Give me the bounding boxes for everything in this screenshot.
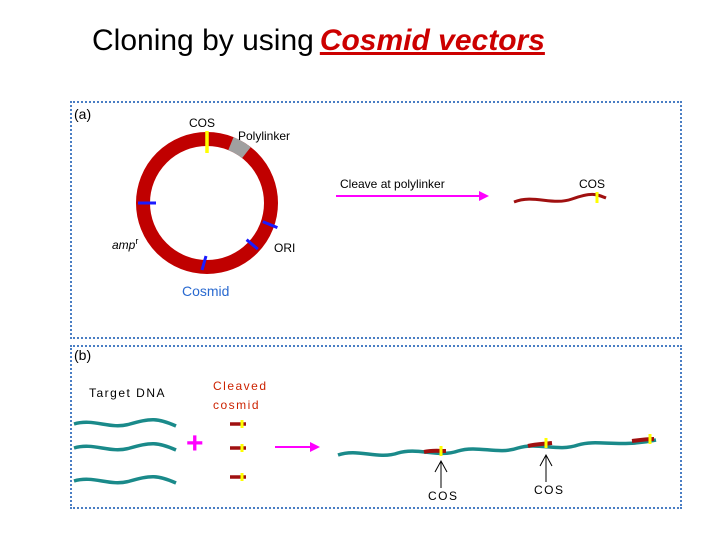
cleave-arrow-label: Cleave at polylinker — [340, 177, 445, 191]
panel-b-frame — [70, 345, 682, 509]
ori-label: ORI — [274, 241, 296, 255]
cosmid-ring — [136, 132, 278, 274]
slide-title: Cloning by using Cosmid vectors — [92, 24, 545, 58]
panel-b-label: (b) — [74, 347, 92, 363]
marker-right-lower — [245, 238, 259, 251]
linear-cosmid — [513, 192, 607, 204]
cos-label-concatemer-2: COS — [534, 483, 565, 497]
marker-right-upper — [262, 220, 278, 229]
concatemer — [337, 434, 657, 458]
cos-label-concatemer-1: COS — [428, 489, 459, 503]
linear-cosmid-strand — [513, 192, 607, 204]
amp-label: ampr — [112, 236, 138, 252]
linear-cos-label: COS — [579, 177, 606, 191]
concatemer-cosmid-insert — [527, 441, 553, 448]
cosmid-circle — [136, 131, 278, 274]
cleaved-cosmid-fragments — [230, 420, 246, 481]
target-dna-strands — [73, 418, 177, 485]
cleaved-cosmid-label-line1: Cleaved — [213, 379, 268, 393]
amp-superscript: r — [135, 236, 139, 246]
target-dna-strand — [73, 442, 177, 452]
target-dna-label: Target DNA — [89, 386, 167, 400]
amp-label-text: amp — [112, 238, 136, 252]
concatemer-cosmid-insert — [631, 437, 655, 443]
target-dna-strand — [73, 475, 177, 485]
cos-pointer-arrow — [539, 453, 553, 482]
polylinker-label: Polylinker — [238, 129, 291, 143]
target-dna-strand — [73, 418, 177, 428]
title-emphasis: Cosmid vectors — [319, 24, 545, 57]
cleaved-cosmid-label-line2: cosmid — [213, 398, 261, 412]
cos-pointer-arrow — [434, 459, 448, 488]
panel-a-frame — [70, 101, 682, 339]
cleaved-fragment — [230, 444, 246, 452]
cos-label: COS — [189, 116, 216, 130]
panel-a-label: (a) — [74, 106, 92, 122]
concatemer-cosmid-insert — [423, 448, 447, 454]
concatemer-dna — [337, 438, 657, 458]
polylinker-segment — [228, 137, 251, 159]
cosmid-label: Cosmid — [182, 283, 230, 299]
plus-sign: + — [186, 427, 204, 460]
cleaved-fragment — [230, 473, 246, 481]
cleaved-fragment — [230, 420, 246, 428]
marker-bottom — [200, 255, 208, 271]
title-prefix: Cloning by using — [92, 24, 314, 57]
